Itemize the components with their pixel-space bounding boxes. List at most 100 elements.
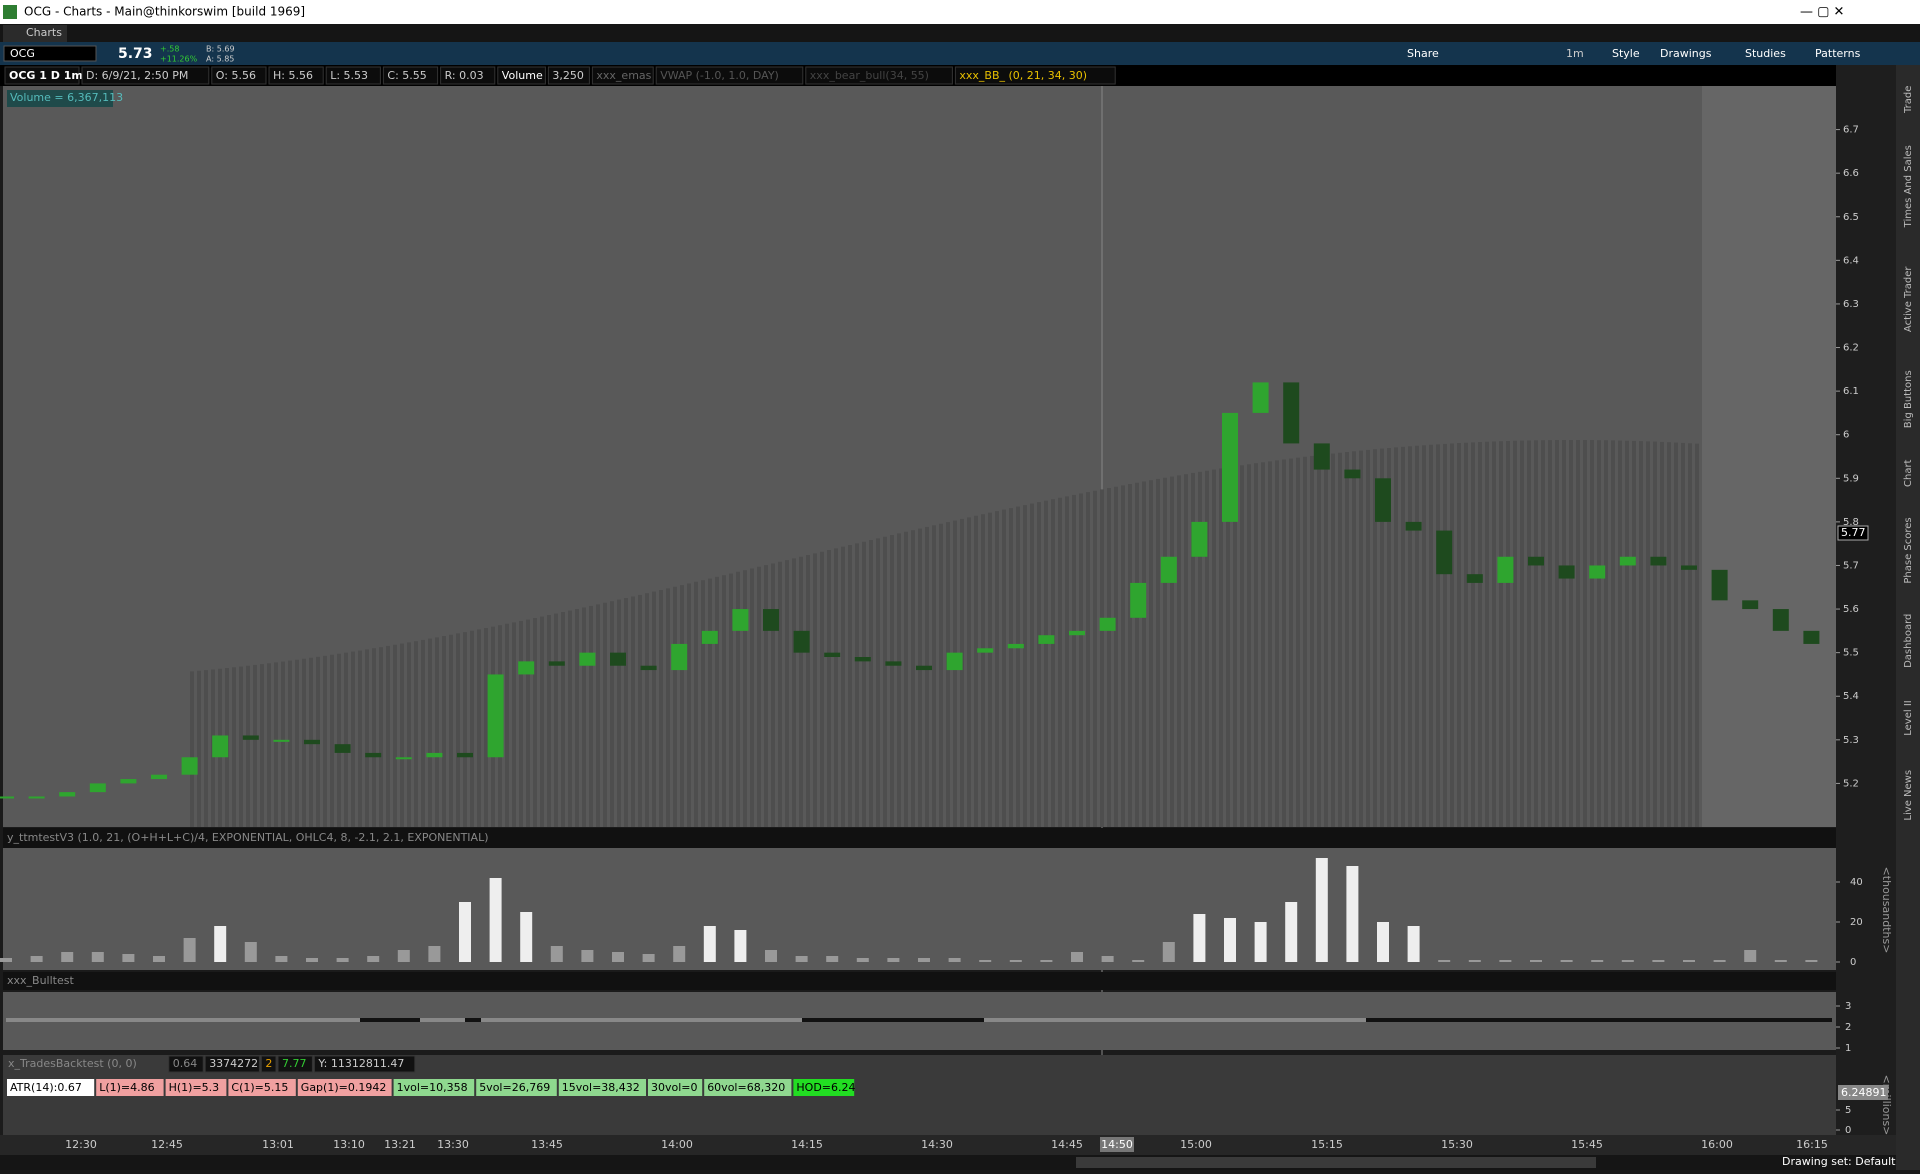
header-text: L: 5.53: [330, 69, 368, 82]
volume-bg: [519, 620, 523, 827]
osc-bar: [581, 950, 594, 962]
side-tab[interactable]: Trade: [1903, 86, 1914, 114]
volume-bg: [204, 670, 208, 827]
osc-bar: [856, 958, 869, 962]
bull-seg: [1366, 1018, 1832, 1022]
time-label: 15:15: [1311, 1138, 1343, 1151]
toolbar-button[interactable]: Style: [1612, 47, 1640, 60]
osc-bar: [887, 958, 900, 962]
volume-bg: [778, 561, 782, 827]
osc-bar: [306, 958, 318, 962]
bt-tick-label: 5: [1845, 1105, 1851, 1116]
volume-bg: [1632, 440, 1636, 827]
osc-bar: [1591, 960, 1604, 962]
symbol-box[interactable]: [3, 45, 97, 62]
header-chip: [591, 66, 654, 85]
candle: [1436, 530, 1453, 575]
y-tick-label: 5.5: [1843, 648, 1859, 659]
volume-bg: [1065, 496, 1069, 827]
volume-bg: [953, 520, 957, 827]
bt-marker: [1838, 1085, 1888, 1100]
bt-tick-label: 0: [1845, 1125, 1851, 1136]
candle: [1313, 443, 1330, 470]
candle: [242, 735, 259, 740]
side-tab[interactable]: Chart: [1903, 459, 1914, 487]
osc-bar: [1162, 942, 1175, 962]
candle: [1160, 556, 1177, 583]
bull-tick-label: 2: [1845, 1022, 1851, 1033]
tab[interactable]: [3, 25, 67, 42]
volume-bg: [897, 533, 901, 827]
osc-bar: [673, 946, 686, 962]
bull-seg: [802, 1018, 984, 1022]
bull-label: xxx_Bulltest: [7, 974, 74, 987]
toolbar-button[interactable]: Share: [1407, 47, 1439, 60]
osc-bar: [1438, 960, 1451, 962]
volume-bg: [610, 601, 614, 827]
volume-bg: [358, 650, 362, 827]
osc-bar: [0, 958, 12, 962]
side-tab[interactable]: Active Trader: [1903, 266, 1914, 332]
candle: [395, 757, 412, 760]
time-label: 15:30: [1441, 1138, 1473, 1151]
volume-bg: [190, 671, 194, 827]
volume-label: Volume = 6,367,113: [10, 91, 123, 104]
osc-bar: [214, 926, 227, 962]
volume-bg: [477, 629, 481, 827]
volume-bg: [232, 667, 236, 827]
side-tab[interactable]: Phase Scores: [1903, 517, 1914, 583]
change: +.58: [160, 45, 179, 54]
volume-bg: [722, 575, 726, 827]
tab-label[interactable]: Charts: [26, 26, 62, 39]
volume-bg: [673, 586, 677, 827]
volume-bg: [1191, 472, 1195, 827]
volume-bg: [1352, 451, 1356, 827]
scrollbar[interactable]: [0, 1155, 1896, 1170]
side-tab[interactable]: Live News: [1903, 770, 1914, 821]
bt-chip: [648, 1079, 703, 1096]
osc-bar: [642, 954, 655, 962]
side-tab[interactable]: Times And Sales: [1903, 145, 1914, 228]
toolbar-button[interactable]: Patterns: [1815, 47, 1861, 60]
time-highlight: [1100, 1137, 1134, 1152]
interval[interactable]: 1m: [1566, 47, 1584, 60]
volume-bg: [274, 662, 278, 827]
volume-bg: [1079, 493, 1083, 827]
candle: [1405, 521, 1422, 531]
y-tick-label: 6.6: [1843, 168, 1859, 179]
volume-bg: [603, 602, 607, 827]
side-tab[interactable]: Big Buttons: [1903, 370, 1914, 428]
volume-bg: [1541, 440, 1545, 827]
drawing-set[interactable]: Drawing set: Default: [1782, 1155, 1896, 1168]
volume-bg: [1408, 446, 1412, 827]
scroll-thumb[interactable]: [1076, 1157, 1596, 1168]
volume-bg: [848, 545, 852, 827]
side-tab[interactable]: Dashboard: [1903, 614, 1914, 668]
osc-bar: [1071, 952, 1083, 962]
toolbar-button[interactable]: Drawings: [1660, 47, 1712, 60]
bt-chip: [704, 1079, 792, 1096]
symbol[interactable]: OCG: [10, 47, 35, 60]
volume-bg: [554, 613, 558, 827]
volume-bg: [1695, 443, 1699, 827]
osc-bar: [153, 956, 165, 962]
volume-bg: [1100, 489, 1104, 827]
candle: [0, 796, 14, 799]
volume-bg: [1009, 508, 1013, 827]
volume-bg: [757, 566, 761, 827]
bt-chip-text: HOD=6.24: [796, 1081, 855, 1094]
volume-bg: [792, 558, 796, 827]
header-chip: [805, 66, 953, 85]
toolbar-button[interactable]: Studies: [1745, 47, 1786, 60]
volume-bg: [1345, 452, 1349, 827]
volume-bg: [561, 612, 565, 827]
volume-bg: [1086, 492, 1090, 827]
volume-bg: [855, 543, 859, 827]
bt-chip: [558, 1079, 646, 1096]
osc-bar: [795, 956, 808, 962]
side-tab[interactable]: Level II: [1903, 700, 1914, 735]
volume-bg: [904, 531, 908, 827]
candle: [1007, 643, 1024, 649]
window-controls[interactable]: — ▢ ✕: [1800, 5, 1844, 20]
osc-bar: [826, 956, 839, 962]
